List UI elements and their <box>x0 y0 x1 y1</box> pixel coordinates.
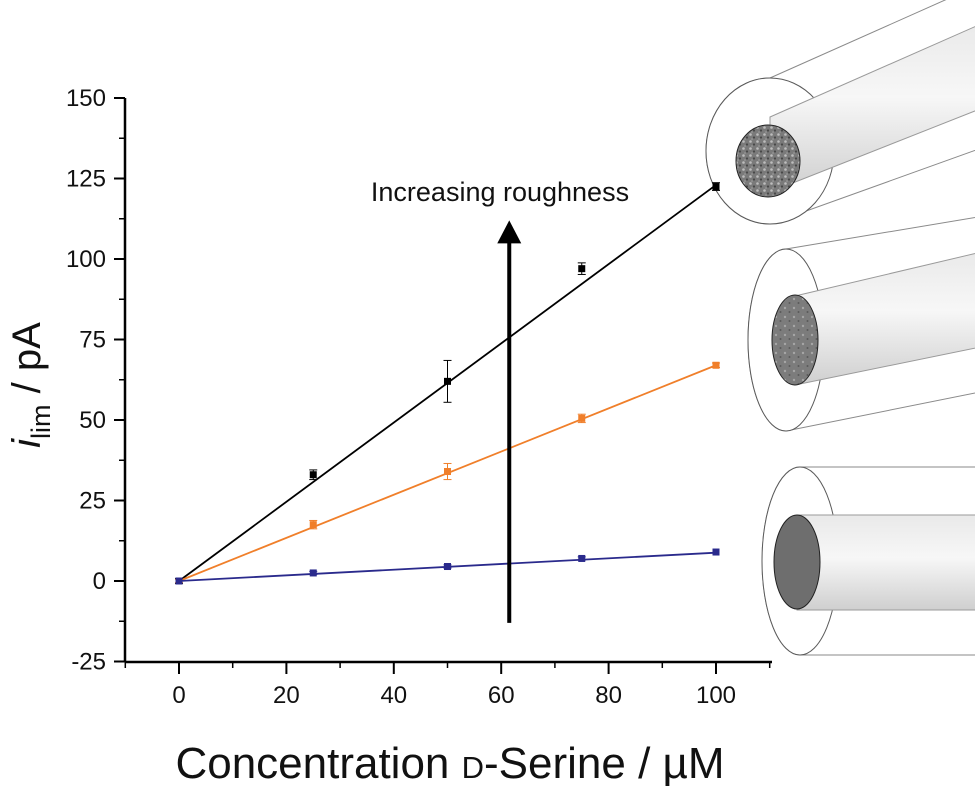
x-ticks: 0 20 40 60 80 100 <box>124 662 771 709</box>
data-point-series-3 <box>712 548 720 556</box>
data-point-series-2 <box>578 414 586 422</box>
arrow-head <box>497 220 522 244</box>
data-point-series-3 <box>444 563 451 571</box>
rough-electrode-illustration <box>705 0 975 225</box>
annotation-increasing-roughness: Increasing roughness <box>371 177 629 207</box>
x-tick-label: 80 <box>595 682 622 709</box>
medium-electrode-illustration <box>747 216 975 432</box>
y-tick-label: 125 <box>66 166 106 193</box>
y-ticks: -25 0 25 50 75 100 125 150 <box>66 85 125 676</box>
x-tick-label: 20 <box>273 682 300 709</box>
y-tick-label: 50 <box>79 407 106 434</box>
x-tick-label: 60 <box>488 682 515 709</box>
data-point-series-2 <box>712 361 720 369</box>
y-tick-label: 100 <box>66 246 106 273</box>
y-tick-label: 0 <box>93 568 106 595</box>
x-tick-label: 40 <box>380 682 407 709</box>
data-point-series-1 <box>444 377 451 385</box>
data-point-series-1 <box>309 471 317 479</box>
y-tick-label: -25 <box>71 649 106 676</box>
data-point-series-2 <box>444 468 451 476</box>
y-axis-title: ilim / pA <box>5 322 56 448</box>
data-point-series-3 <box>175 577 183 585</box>
data-point-series-1 <box>578 265 586 273</box>
y-tick-label: 25 <box>79 488 106 515</box>
smooth-electrode-illustration <box>761 466 975 656</box>
x-axis-title: Concentration D-Serine / µM <box>175 739 724 786</box>
roughness-arrow <box>497 220 522 623</box>
x-tick-label: 100 <box>696 682 736 709</box>
y-tick-label: 75 <box>79 327 106 354</box>
data-point-series-3 <box>578 554 586 562</box>
y-tick-label: 150 <box>66 85 106 112</box>
data-point-series-1 <box>712 183 720 191</box>
x-tick-label: 0 <box>172 682 185 709</box>
data-point-series-3 <box>309 569 317 577</box>
data-point-series-2 <box>309 521 317 529</box>
data-points <box>175 182 720 585</box>
